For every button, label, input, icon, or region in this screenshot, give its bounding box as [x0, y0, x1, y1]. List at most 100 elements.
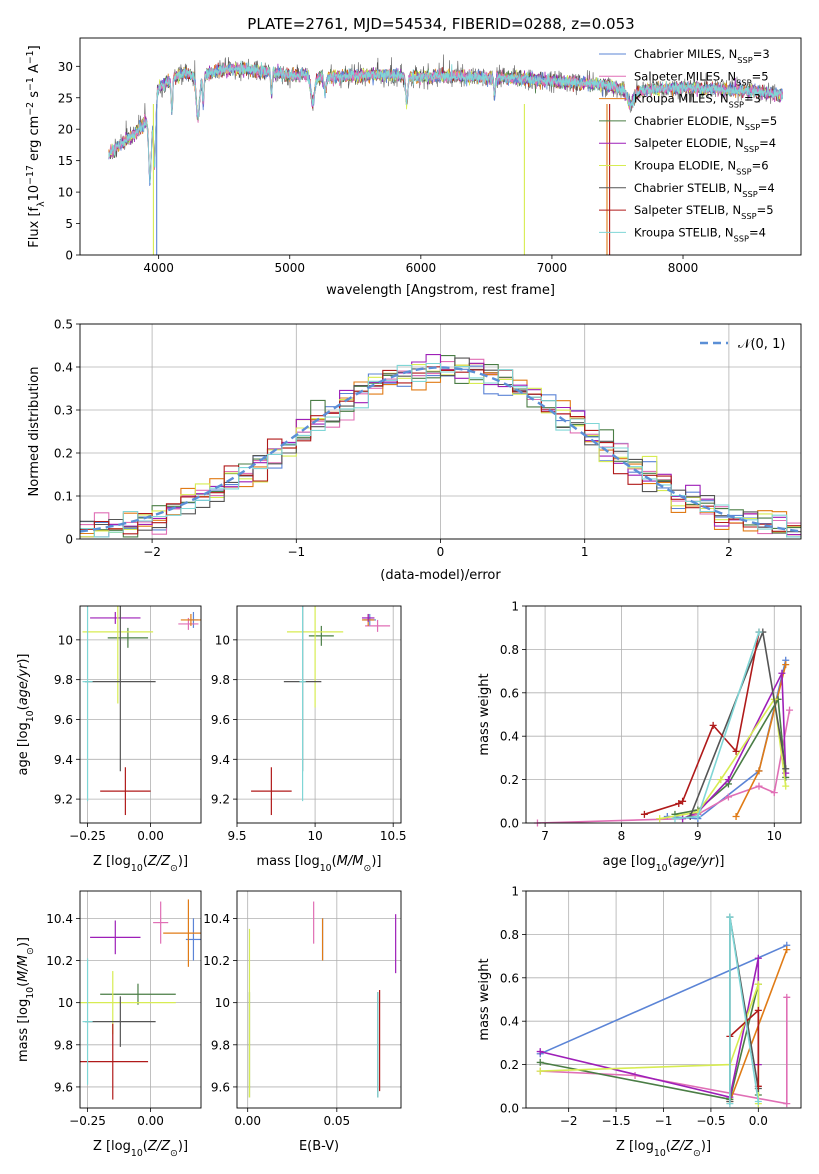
x-tick-label: 9.5	[227, 829, 246, 843]
y-tick-label: 15	[58, 154, 73, 168]
y-tick-label: 30	[58, 60, 73, 74]
x-tick-label: 7	[541, 829, 549, 843]
x-tick-label: 0.00	[137, 1114, 164, 1128]
legend-label: Salpeter ELODIE, NSSP=4	[634, 136, 776, 154]
y-tick-label: 5	[65, 217, 73, 231]
axes-frame	[79, 890, 202, 1109]
y-tick-label: 10	[215, 633, 230, 647]
y-axis-label: mass weight	[477, 673, 492, 755]
axes-mass_vs_Z: −0.25 0.00 9.6 9.8 10 10.2 10.4 Z [log10(Z/Z⊙)]…	[16, 890, 202, 1159]
y-tick-label: 9.8	[54, 673, 73, 687]
x-tick-label: 7000	[537, 261, 568, 275]
y-tick-label: 9.2	[211, 793, 230, 807]
series-marker	[675, 799, 683, 807]
x-tick-label: −1.5	[602, 1114, 631, 1128]
figure-title: PLATE=2761, MJD=54534, FIBERID=0288, z=0…	[247, 15, 634, 33]
series-marker	[671, 815, 679, 823]
x-tick-label: 0	[437, 545, 445, 559]
x-tick-label: −0.5	[696, 1114, 725, 1128]
y-tick-label: 0.2	[500, 773, 519, 787]
y-tick-label: 9.8	[54, 1038, 73, 1052]
x-axis-label: wavelength [Angstrom, rest frame]	[326, 283, 555, 298]
x-tick-label: 5000	[274, 261, 305, 275]
series-line	[540, 958, 760, 1099]
y-tick-label: 0.1	[54, 490, 73, 504]
y-tick-label: 9.8	[211, 1038, 230, 1052]
x-axis-label: Z [log10(Z/Z⊙)]	[93, 1139, 188, 1159]
x-tick-label: 0.0	[749, 1114, 768, 1128]
y-tick-label: 0.0	[500, 1102, 519, 1116]
axes-spectrum: 4000 5000 6000 7000 8000 0 5 10 15 20 25 30 waveleng…	[25, 37, 802, 298]
x-tick-label: 8	[618, 829, 626, 843]
axes-residuals: −2 −1 0 1 2 0 0.1 0.2 0.3 0.4 0.5 (data-model)/erro…	[27, 318, 802, 583]
axes-frame	[79, 605, 202, 824]
y-axis-label: Normed distribution	[27, 367, 42, 497]
histogram-step-line	[80, 357, 801, 534]
axes-frame	[236, 605, 402, 824]
histogram-step-line	[80, 362, 801, 538]
y-tick-label: 0.3	[54, 404, 73, 418]
legend-label: Kroupa MILES, NSSP=3	[634, 92, 761, 110]
axes-weight_vs_age: 7 8 9 10 0.0 0.2 0.4 0.6 0.8 1 age [log10(age/yr)]…	[477, 600, 802, 874]
series-marker	[732, 812, 740, 820]
series-marker	[724, 776, 732, 784]
series-marker	[755, 628, 763, 636]
series-marker	[783, 993, 791, 1001]
x-tick-label: −1	[655, 1114, 673, 1128]
y-tick-label: 20	[58, 123, 73, 137]
y-tick-label: 0.6	[500, 686, 519, 700]
series-marker	[717, 776, 725, 784]
y-axis-label: Flux [fλ10−17 erg cm−2 s−1 A−1]	[25, 45, 47, 247]
y-tick-label: 1	[511, 885, 519, 899]
x-tick-label: 10.5	[380, 829, 407, 843]
series-marker	[754, 954, 762, 962]
axes-mass_vs_ebv: 0.00 0.05 9.6 9.8 10 10.2 10.4 E(B-V)	[203, 890, 402, 1154]
axes-frame	[79, 37, 802, 256]
axes-frame	[79, 323, 802, 540]
y-tick-label: 10.4	[203, 912, 230, 926]
x-axis-label: Z [log10(Z/Z⊙)]	[93, 854, 188, 874]
y-tick-label: 0.4	[54, 361, 73, 375]
y-tick-label: 10	[58, 996, 73, 1010]
series-line	[540, 984, 760, 1101]
y-axis-label: age [log10(age/yr)]	[16, 653, 36, 775]
series-marker	[783, 946, 791, 954]
x-tick-label: 2	[725, 545, 733, 559]
x-tick-label: 0.00	[234, 1114, 261, 1128]
series-line	[540, 984, 760, 1104]
x-tick-label: 0.05	[323, 1114, 350, 1128]
y-tick-label: 0.6	[500, 971, 519, 985]
series-marker	[786, 706, 794, 714]
axes-frame	[525, 890, 802, 1109]
y-tick-label: 0.0	[500, 817, 519, 831]
series-marker	[770, 789, 778, 797]
y-tick-label: 1	[511, 600, 519, 614]
y-tick-label: 0	[65, 249, 73, 263]
x-tick-label: 10	[767, 829, 782, 843]
x-axis-label: age [log10(age/yr)]	[602, 854, 724, 874]
series-marker	[726, 913, 734, 921]
series-marker	[709, 721, 717, 729]
x-tick-label: −0.25	[69, 1114, 106, 1128]
y-tick-label: 0.2	[500, 1058, 519, 1072]
y-tick-label: 0.5	[54, 318, 73, 332]
series-marker	[754, 1006, 762, 1014]
legend-label: Chabrier MILES, NSSP=3	[634, 47, 770, 65]
x-axis-label: Z [log10(Z/Z⊙)]	[616, 1139, 711, 1159]
y-tick-label: 10	[58, 186, 73, 200]
series-marker	[732, 747, 740, 755]
x-tick-label: 8000	[668, 261, 699, 275]
series-marker	[783, 1100, 791, 1108]
series-marker	[755, 782, 763, 790]
series-marker	[782, 765, 790, 773]
series-marker	[536, 1067, 544, 1075]
legend-label: 𝒩(0, 1)	[738, 337, 785, 352]
axes-frame	[525, 605, 802, 824]
y-tick-label: 9.6	[54, 713, 73, 727]
series-marker	[782, 782, 790, 790]
series-marker	[640, 810, 648, 818]
legend-label: Chabrier ELODIE, NSSP=5	[634, 114, 777, 132]
series-marker	[724, 793, 732, 801]
spectrum-model-line	[108, 60, 783, 184]
